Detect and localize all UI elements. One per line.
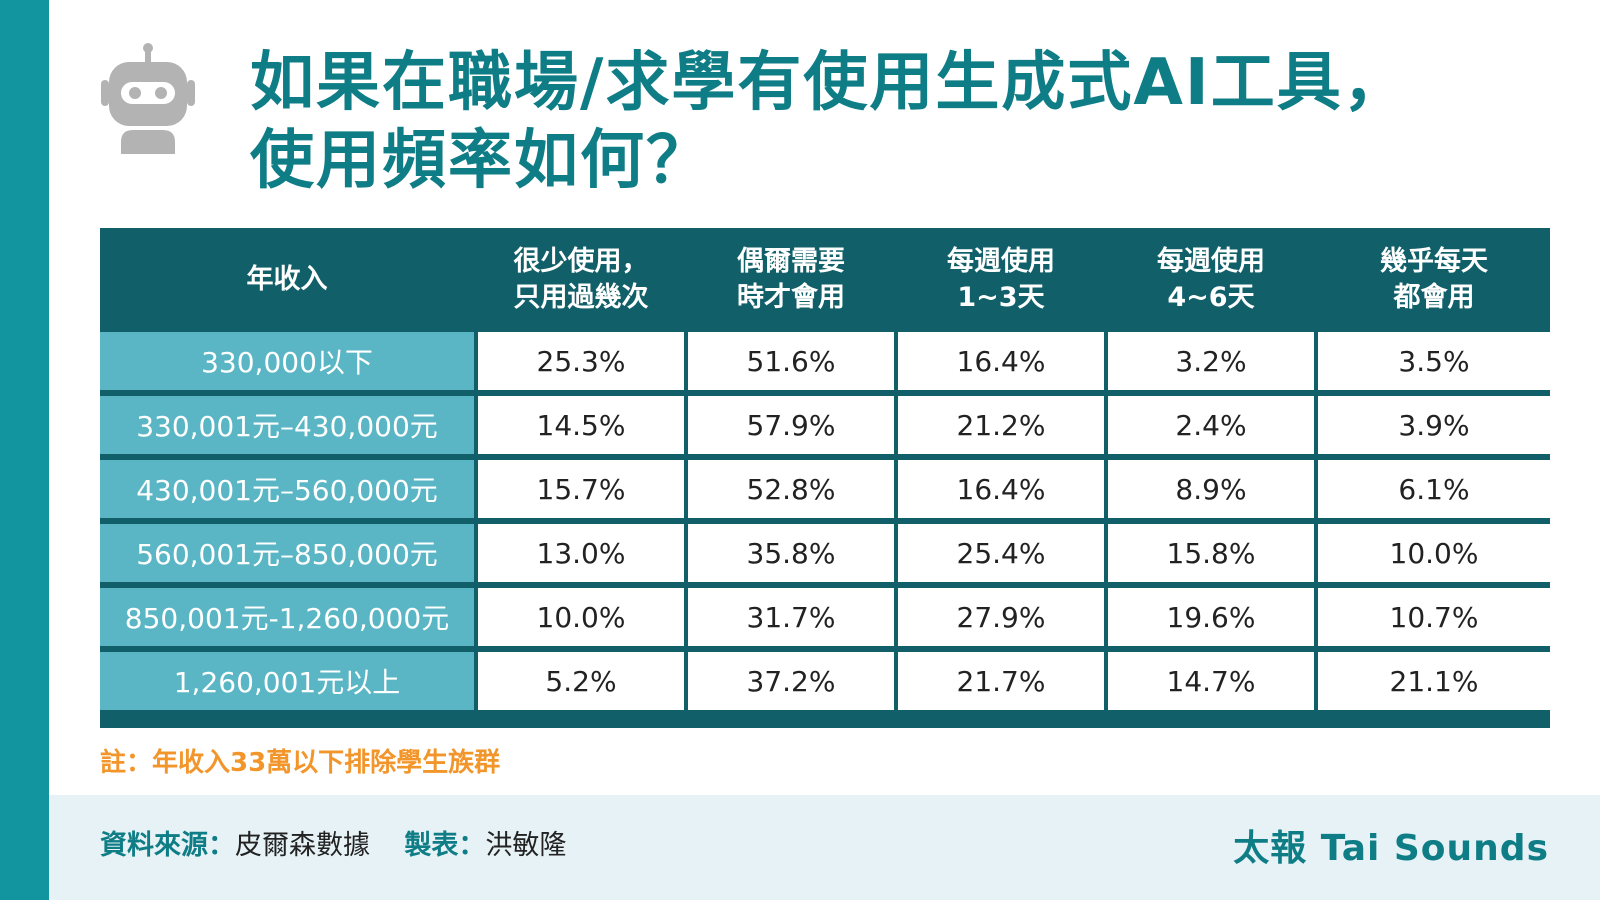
row-label: 850,001元-1,260,000元 [100,588,474,646]
footer: 資料來源：皮爾森數據 製表：洪敏隆 太報 Tai Sounds [49,795,1600,900]
table-cell: 37.2% [688,652,894,710]
title-line-2: 使用頻率如何？ [250,124,712,198]
table-cell: 57.9% [688,396,894,454]
table-cell: 51.6% [688,332,894,390]
table-cell: 52.8% [688,460,894,518]
left-accent-bar [0,0,49,900]
table-cell: 21.7% [898,652,1104,710]
table-cell: 8.9% [1108,460,1314,518]
row-label: 330,000以下 [100,332,474,390]
row-label: 1,260,001元以上 [100,652,474,710]
page-title: 如果在職場/求學有使用生成式AI工具， 使用頻率如何？ [250,44,1570,200]
header-cell-income: 年收入 [246,264,328,295]
table-cell: 21.2% [898,396,1104,454]
table-cell: 6.1% [1318,460,1550,518]
table-cell: 25.3% [478,332,684,390]
table-cell: 14.7% [1108,652,1314,710]
header-cell-col-1: 很少使用， 只用過幾次 [513,246,649,313]
table-cell: 2.4% [1108,396,1314,454]
table-cell: 3.2% [1108,332,1314,390]
row-label: 560,001元–850,000元 [100,524,474,582]
header-cell-col-3: 每週使用 1~3天 [947,246,1055,313]
table-cell: 16.4% [898,332,1104,390]
row-label: 330,001元–430,000元 [100,396,474,454]
table-cell: 15.7% [478,460,684,518]
table-cell: 25.4% [898,524,1104,582]
header-cell-col-2: 偶爾需要 時才會用 [737,246,845,313]
header-cell-col-4: 每週使用 4~6天 [1157,246,1265,313]
table-cell: 35.8% [688,524,894,582]
robot-icon [101,43,195,154]
row-label: 430,001元–560,000元 [100,460,474,518]
table-cell: 10.0% [478,588,684,646]
table-cell: 21.1% [1318,652,1550,710]
source-line: 資料來源：皮爾森數據 製表：洪敏隆 [100,823,566,862]
source-label: 資料來源： [100,830,235,861]
footnote: 註：年收入33萬以下排除學生族群 [100,748,501,778]
title-line-1: 如果在職場/求學有使用生成式AI工具， [250,46,1409,120]
table-header-row: 年收入 很少使用， 只用過幾次 偶爾需要 時才會用 每週使用 1~3天 每週使用… [100,228,1550,332]
table-cell: 15.8% [1108,524,1314,582]
table-cell: 16.4% [898,460,1104,518]
table-cell: 14.5% [478,396,684,454]
table-cell: 10.7% [1318,588,1550,646]
table-cell: 3.5% [1318,332,1550,390]
maker-label: 製表： [404,830,486,861]
maker-value: 洪敏隆 [485,830,567,861]
table-cell: 5.2% [478,652,684,710]
brand-logo-text: 太報 Tai Sounds [1233,828,1549,869]
table-cell: 10.0% [1318,524,1550,582]
data-table: 年收入 很少使用， 只用過幾次 偶爾需要 時才會用 每週使用 1~3天 每週使用… [100,228,1550,728]
table-cell: 13.0% [478,524,684,582]
table-cell: 31.7% [688,588,894,646]
table-cell: 19.6% [1108,588,1314,646]
table-cell: 3.9% [1318,396,1550,454]
source-value: 皮爾森數據 [235,830,370,861]
header-cell-col-5: 幾乎每天 都會用 [1380,246,1488,313]
table-cell: 27.9% [898,588,1104,646]
